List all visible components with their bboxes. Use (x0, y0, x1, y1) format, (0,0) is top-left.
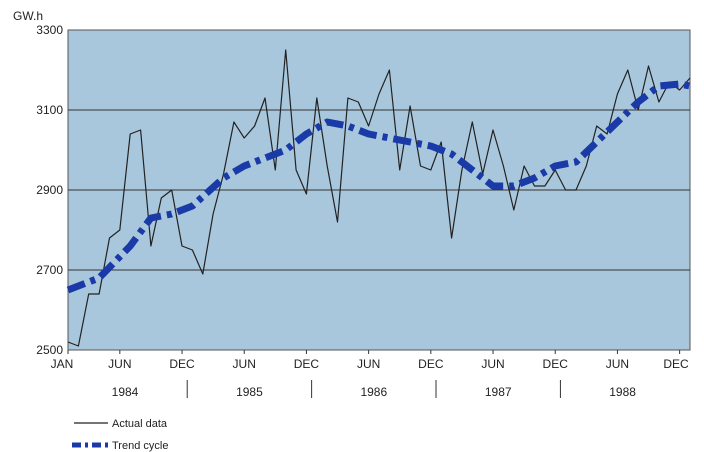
y-tick-label: 3100 (36, 103, 63, 117)
y-tick-label: 2900 (36, 183, 63, 197)
legend-label-trend-cycle: Trend cycle (112, 440, 168, 452)
x-tick-label: JUN (481, 357, 504, 371)
year-label: 1984 (112, 385, 139, 399)
x-tick-label: DEC (543, 357, 569, 371)
y-axis-unit: GW.h (13, 9, 43, 23)
x-tick-label: JUN (233, 357, 256, 371)
series-line-actual-data (67, 49, 691, 347)
y-tick-label: 3300 (36, 23, 63, 37)
x-tick-label: JUN (108, 357, 131, 371)
x-tick-label: DEC (169, 357, 195, 371)
year-label: 1988 (609, 385, 636, 399)
x-tick-label: DEC (294, 357, 320, 371)
x-tick-label: JUN (606, 357, 629, 371)
year-separators (186, 380, 561, 398)
x-tick-label: JAN (51, 357, 74, 371)
year-label: 1987 (485, 385, 512, 399)
series-line-trend-cycle (66, 80, 691, 294)
year-label: 1986 (360, 385, 387, 399)
legend-label-actual-data: Actual data (112, 418, 168, 430)
x-tick-label: DEC (663, 357, 689, 371)
x-tick-label: JUN (357, 357, 380, 371)
y-axis-ticks: 3300 3100 2900 2700 2500 (36, 23, 63, 357)
legend: Actual data Trend cycle (72, 418, 168, 452)
y-tick-label: 2500 (36, 343, 63, 357)
year-label: 1985 (236, 385, 263, 399)
x-axis-ticks: JAN JUN DEC JUN DEC JUN DEC JUN DEC JUN DEC (51, 350, 689, 371)
x-tick-label: DEC (418, 357, 444, 371)
year-labels: 1984 1985 1986 1987 1988 (112, 385, 637, 399)
y-tick-label: 2700 (36, 263, 63, 277)
